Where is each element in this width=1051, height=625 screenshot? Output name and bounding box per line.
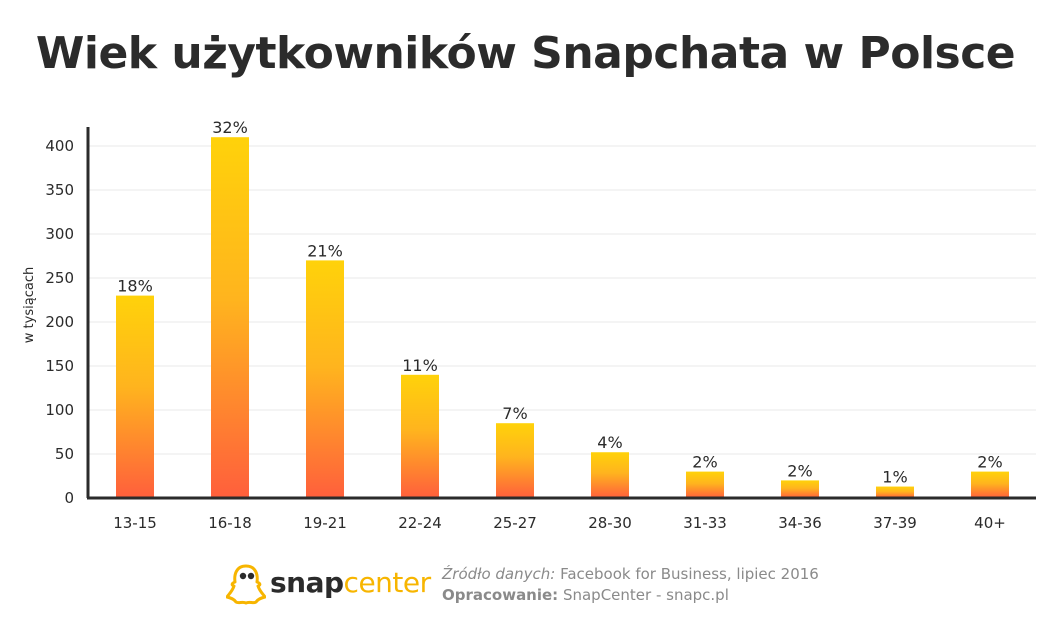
source-value: Facebook for Business, lipiec 2016 [555,565,819,583]
footer: snapcenter Źródło danych: Facebook for B… [226,560,866,610]
data-label: 7% [502,404,527,423]
y-tick-label: 200 [45,313,74,331]
author-value: SnapCenter - snapc.pl [558,586,729,604]
bar-40+ [971,471,1009,498]
data-label: 2% [787,461,812,480]
author-line: Opracowanie: SnapCenter - snapc.pl [442,585,819,606]
y-axis-ticks: 0 50 100 150 200 250 300 350 400 [45,137,74,507]
x-tick-label: 25-27 [493,514,537,532]
x-tick-label: 40+ [974,514,1006,532]
source-label: Źródło danych: [442,565,556,583]
y-tick-label: 250 [45,269,74,287]
bar-chart: 18% 32% 21% 11% 7% 4% 2% 2% 1% 2% 0 50 100 150 200 250… [22,118,1036,532]
data-label: 2% [977,453,1002,472]
logo-text: snapcenter [270,566,431,599]
x-tick-label: 19-21 [303,514,347,532]
y-tick-label: 100 [45,401,74,419]
data-label: 11% [402,356,438,375]
data-label: 21% [307,241,343,260]
y-axis-label: w tysiącach [22,267,37,343]
data-label: 2% [692,453,717,472]
data-label: 32% [212,118,248,137]
logo-snap: snap [270,566,344,599]
bar-16-18 [211,137,249,498]
y-tick-label: 50 [55,445,74,463]
logo-center: center [343,566,432,599]
bar-13-15 [116,295,154,498]
bar-34-36 [781,480,819,498]
y-tick-label: 0 [64,489,74,507]
x-tick-label: 34-36 [778,514,822,532]
x-tick-label: 16-18 [208,514,252,532]
bar-19-21 [306,260,344,498]
ghost-icon [226,564,266,605]
y-tick-label: 400 [45,137,74,155]
x-tick-label: 28-30 [588,514,632,532]
page-title: Wiek użytkowników Snapchata w Polsce [35,28,1016,79]
x-tick-label: 37-39 [873,514,917,532]
data-label: 18% [117,277,153,296]
credits: Źródło danych: Facebook for Business, li… [442,564,819,606]
x-tick-label: 31-33 [683,514,727,532]
bar-28-30 [591,452,629,498]
y-tick-label: 150 [45,357,74,375]
bars [116,137,1009,498]
data-labels: 18% 32% 21% 11% 7% 4% 2% 2% 1% 2% [117,118,1002,486]
x-tick-label: 22-24 [398,514,442,532]
data-label: 4% [597,433,622,452]
x-axis-ticks: 13-15 16-18 19-21 22-24 25-27 28-30 31-33 34-36… [113,514,1006,532]
bar-25-27 [496,423,534,498]
author-label: Opracowanie: [442,586,559,604]
bar-31-33 [686,471,724,498]
bar-22-24 [401,374,439,498]
data-label: 1% [882,468,907,487]
bar-37-39 [876,486,914,498]
source-line: Źródło danych: Facebook for Business, li… [442,564,819,585]
x-tick-label: 13-15 [113,514,157,532]
y-tick-label: 300 [45,225,74,243]
y-tick-label: 350 [45,181,74,199]
